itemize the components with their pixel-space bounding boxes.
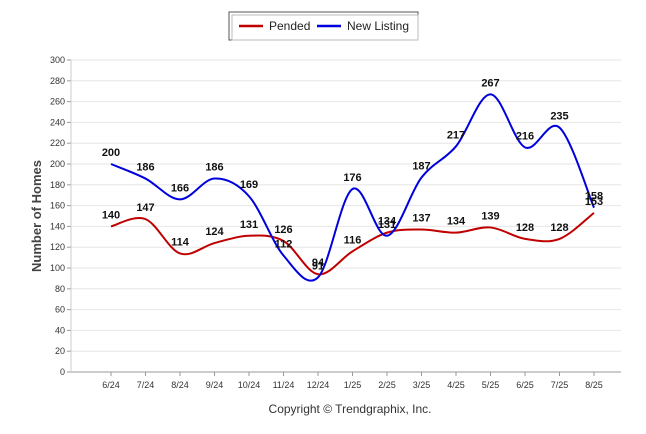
series-line-pended [110,212,595,276]
data-label-pended: 140 [102,209,120,221]
y-tick-label: 80 [55,284,65,294]
data-labels: 140 147 114 124 131 126 94 116 134 137 134 139 128 12… [102,77,603,272]
y-tick-label: 160 [50,201,65,211]
data-label-pended: 139 [481,210,499,222]
y-tick-label: 0 [60,367,65,377]
data-label-pended: 126 [274,224,292,236]
data-label-pended: 114 [171,236,190,248]
x-tick-label: 3/25 [413,380,431,390]
gridlines [71,59,621,352]
data-label-new-listing: 235 [550,111,568,123]
data-label-pended: 94 [312,257,325,269]
y-tick-label: 240 [50,117,65,127]
data-label-pended: 134 [378,216,397,228]
x-tick-label: 2/25 [378,380,396,390]
x-tick-label: 6/25 [516,380,534,390]
y-axis-title: Number of Homes [29,160,44,272]
x-tick-labels: 6/24 7/24 8/24 9/24 10/24 11/24 12/24 1/25 2/25 3… [102,372,603,390]
data-label-pended: 116 [344,234,362,246]
data-label-pended: 147 [136,202,154,214]
x-tick-label: 11/24 [273,380,295,390]
data-label-pended: 153 [585,196,603,208]
data-label-new-listing: 267 [481,77,499,89]
y-tick-labels: 0 20 40 60 80 100 120 140 160 180 200 220 240 260 280 3… [50,55,71,377]
data-label-new-listing: 176 [343,172,361,184]
data-label-new-listing: 91 [312,260,324,272]
legend-label-pended: Pended [269,19,310,33]
series-line-new-listing [110,93,595,282]
data-label-new-listing: 166 [171,182,189,194]
data-label-pended: 131 [240,219,258,231]
x-tick-label: 8/25 [585,380,603,390]
series-lines [110,93,595,282]
y-tick-label: 260 [50,97,65,107]
data-label-new-listing: 216 [516,130,534,142]
data-label-new-listing: 186 [205,162,223,174]
legend-label-new-listing: New Listing [347,19,409,33]
x-tick-label: 4/25 [447,380,465,390]
y-tick-label: 140 [50,221,65,231]
data-label-new-listing: 112 [275,239,293,251]
x-tick-label: 10/24 [238,380,261,390]
y-tick-label: 100 [50,263,65,273]
y-tick-label: 120 [50,242,65,252]
data-label-new-listing: 186 [136,162,154,174]
data-label-pended: 134 [447,216,466,228]
y-tick-label: 200 [50,159,65,169]
data-label-new-listing: 169 [240,179,258,191]
copyright-text: Copyright © Trendgraphix, Inc. [269,402,432,416]
data-label-new-listing: 131 [378,219,396,231]
data-label-new-listing: 217 [447,129,465,141]
x-tick-label: 8/24 [171,380,189,390]
legend: Pended New Listing [228,11,419,41]
x-tick-label: 12/24 [307,380,330,390]
x-tick-label: 9/24 [206,380,224,390]
data-label-pended: 128 [550,222,568,234]
x-tick-label: 6/24 [102,380,120,390]
x-tick-label: 5/25 [482,380,500,390]
x-tick-label: 7/24 [137,380,155,390]
y-tick-label: 280 [50,76,65,86]
y-tick-label: 60 [55,305,65,315]
data-label-new-listing: 200 [102,147,120,159]
x-tick-label: 1/25 [344,380,362,390]
legend-shadow [231,14,419,41]
y-tick-label: 20 [55,346,65,356]
data-label-pended: 128 [516,222,534,234]
data-label-pended: 124 [205,226,224,238]
y-tick-label: 220 [50,138,65,148]
x-tick-label: 7/25 [551,380,569,390]
y-tick-label: 300 [50,55,65,65]
data-label-new-listing: 158 [585,191,603,203]
data-label-pended: 137 [412,213,430,225]
y-tick-label: 180 [50,180,65,190]
y-tick-label: 40 [55,325,65,335]
data-label-new-listing: 187 [412,161,430,173]
